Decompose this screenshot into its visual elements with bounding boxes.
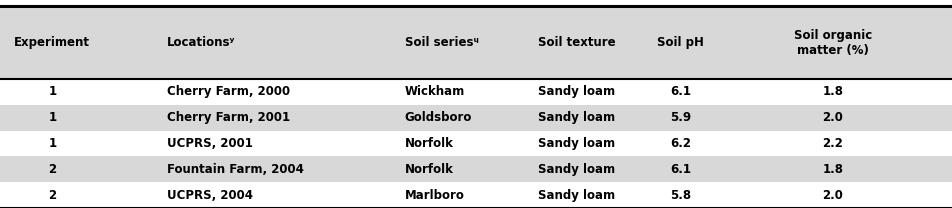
- Text: Soil organic
matter (%): Soil organic matter (%): [794, 29, 872, 57]
- Text: 1: 1: [49, 111, 56, 124]
- Text: 6.1: 6.1: [670, 163, 691, 176]
- Text: 1: 1: [49, 137, 56, 150]
- Text: Norfolk: Norfolk: [405, 137, 453, 150]
- Text: Marlboro: Marlboro: [405, 189, 465, 202]
- Text: Soil seriesᶣ: Soil seriesᶣ: [405, 36, 479, 49]
- Text: Sandy loam: Sandy loam: [538, 189, 615, 202]
- Text: UCPRS, 2004: UCPRS, 2004: [167, 189, 252, 202]
- Text: 2.0: 2.0: [823, 189, 843, 202]
- Text: Locationsʸ: Locationsʸ: [167, 36, 235, 49]
- Text: 2: 2: [49, 163, 56, 176]
- Text: 5.9: 5.9: [670, 111, 691, 124]
- Text: 1: 1: [49, 85, 56, 98]
- Text: Sandy loam: Sandy loam: [538, 85, 615, 98]
- Text: 2.0: 2.0: [823, 111, 843, 124]
- Text: Norfolk: Norfolk: [405, 163, 453, 176]
- Text: 6.1: 6.1: [670, 85, 691, 98]
- Text: Wickham: Wickham: [405, 85, 465, 98]
- Text: Sandy loam: Sandy loam: [538, 137, 615, 150]
- Text: Soil pH: Soil pH: [657, 36, 704, 49]
- Text: 2.2: 2.2: [823, 137, 843, 150]
- Text: 1.8: 1.8: [823, 163, 843, 176]
- Text: Cherry Farm, 2000: Cherry Farm, 2000: [167, 85, 289, 98]
- Text: Soil texture: Soil texture: [538, 36, 616, 49]
- Text: Sandy loam: Sandy loam: [538, 163, 615, 176]
- Text: Experiment: Experiment: [14, 36, 90, 49]
- Bar: [0, 105, 952, 131]
- Text: Sandy loam: Sandy loam: [538, 111, 615, 124]
- Text: 2: 2: [49, 189, 56, 202]
- Text: 5.8: 5.8: [670, 189, 691, 202]
- Text: Cherry Farm, 2001: Cherry Farm, 2001: [167, 111, 289, 124]
- Text: Fountain Farm, 2004: Fountain Farm, 2004: [167, 163, 304, 176]
- Text: 6.2: 6.2: [670, 137, 691, 150]
- Text: UCPRS, 2001: UCPRS, 2001: [167, 137, 252, 150]
- Bar: [0, 156, 952, 182]
- Text: 1.8: 1.8: [823, 85, 843, 98]
- Text: Goldsboro: Goldsboro: [405, 111, 472, 124]
- Bar: [0, 6, 952, 79]
